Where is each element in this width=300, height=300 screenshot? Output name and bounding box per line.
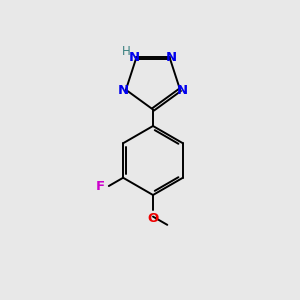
Text: N: N — [129, 51, 140, 64]
Text: N: N — [177, 84, 188, 97]
Text: N: N — [166, 51, 177, 64]
Text: F: F — [96, 179, 105, 193]
Text: N: N — [118, 84, 129, 97]
Text: H: H — [122, 45, 131, 58]
Text: O: O — [147, 212, 159, 224]
